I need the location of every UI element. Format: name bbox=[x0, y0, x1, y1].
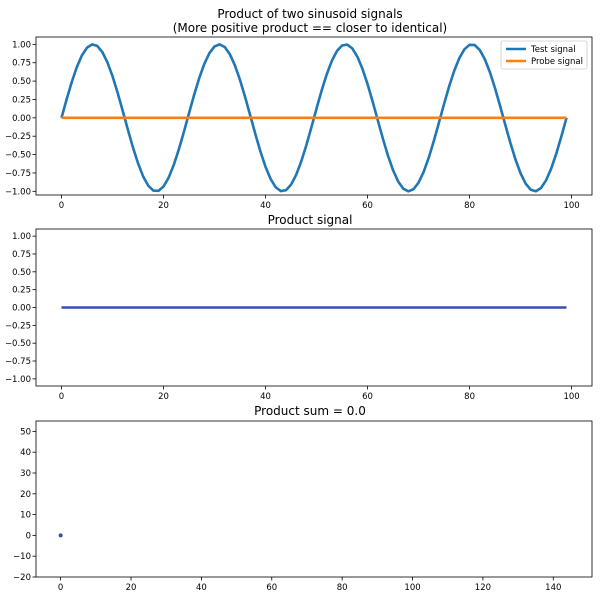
x-tick-label: 100 bbox=[563, 392, 579, 402]
y-tick-label: 0.00 bbox=[12, 304, 31, 314]
legend-label-probe: Probe signal bbox=[531, 57, 583, 67]
y-tick-label: 0.25 bbox=[12, 286, 31, 296]
scatter-point bbox=[59, 533, 63, 537]
subplot-title-product-sum: Product sum = 0.0 bbox=[254, 404, 366, 418]
x-tick-label: 60 bbox=[362, 392, 373, 402]
x-tick-label: 0 bbox=[58, 583, 63, 593]
x-tick-label: 80 bbox=[464, 392, 475, 402]
x-tick-label: 40 bbox=[196, 583, 207, 593]
y-tick-label: 0.75 bbox=[12, 250, 31, 260]
y-tick-label: 20 bbox=[20, 490, 31, 500]
y-tick-label: 40 bbox=[20, 448, 31, 458]
y-tick-label: −1.00 bbox=[5, 375, 31, 385]
x-tick-label: 140 bbox=[545, 583, 561, 593]
y-tick-label: 10 bbox=[20, 511, 31, 521]
x-tick-label: 20 bbox=[126, 583, 137, 593]
x-tick-label: 40 bbox=[260, 201, 271, 211]
x-tick-label: 20 bbox=[158, 392, 169, 402]
y-tick-label: −0.50 bbox=[5, 339, 31, 349]
y-tick-label: −0.50 bbox=[5, 151, 31, 161]
y-tick-label: 0.50 bbox=[12, 268, 31, 278]
x-tick-label: 0 bbox=[59, 392, 64, 402]
figure-title-line2: (More positive product == closer to iden… bbox=[173, 21, 447, 35]
x-tick-label: 0 bbox=[59, 201, 64, 211]
y-tick-label: 0.00 bbox=[12, 114, 31, 124]
y-tick-label: 50 bbox=[20, 427, 31, 437]
y-tick-label: 0.75 bbox=[12, 59, 31, 69]
y-tick-label: −20 bbox=[13, 573, 31, 583]
x-tick-label: 100 bbox=[404, 583, 420, 593]
y-tick-label: 0.50 bbox=[12, 77, 31, 87]
x-tick-label: 80 bbox=[337, 583, 348, 593]
y-tick-label: −0.25 bbox=[5, 132, 31, 142]
legend-label-test: Test signal bbox=[530, 45, 576, 55]
x-tick-label: 40 bbox=[260, 392, 271, 402]
x-tick-label: 80 bbox=[464, 201, 475, 211]
y-tick-label: −1.00 bbox=[5, 187, 31, 197]
y-tick-label: 30 bbox=[20, 469, 31, 479]
y-tick-label: −0.75 bbox=[5, 357, 31, 367]
y-tick-label: −10 bbox=[13, 552, 31, 562]
y-tick-label: 0.25 bbox=[12, 95, 31, 105]
x-tick-label: 120 bbox=[475, 583, 491, 593]
x-tick-label: 60 bbox=[362, 201, 373, 211]
y-tick-label: 0 bbox=[26, 531, 31, 541]
y-tick-label: −0.25 bbox=[5, 321, 31, 331]
x-tick-label: 100 bbox=[563, 201, 579, 211]
y-tick-label: −0.75 bbox=[5, 169, 31, 179]
y-tick-label: 1.00 bbox=[12, 232, 31, 242]
legend: Test signal Probe signal bbox=[501, 41, 587, 69]
y-tick-label: 1.00 bbox=[12, 40, 31, 50]
x-tick-label: 20 bbox=[158, 201, 169, 211]
x-tick-label: 60 bbox=[266, 583, 277, 593]
subplot-title-product: Product signal bbox=[268, 213, 353, 227]
figure-title-line1: Product of two sinusoid signals bbox=[217, 7, 402, 21]
